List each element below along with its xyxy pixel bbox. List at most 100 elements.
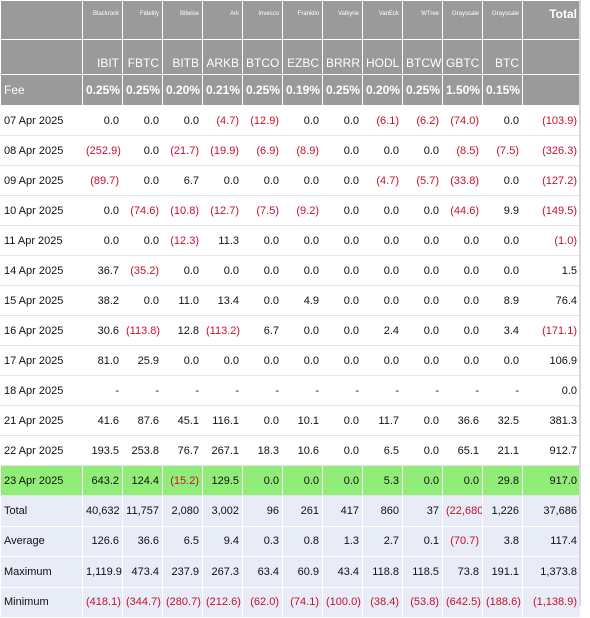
flow-cell: (21.7) — [162, 135, 203, 166]
date-cell: 09 Apr 2025 — [0, 165, 83, 196]
flow-cell: 3.8 — [482, 525, 523, 557]
table-row: 14 Apr 2025 36.7 (35.2) 0.0 0.0 0.0 0.0 0.0 0.0 0… — [0, 255, 581, 286]
issuer-header-cell: Bitwise — [162, 0, 203, 40]
flow-cell: (33.8) — [442, 165, 483, 196]
flow-cell: 9.4 — [202, 525, 243, 557]
flow-cell: 0.0 — [322, 105, 363, 136]
flow-cell: 253.8 — [122, 435, 163, 466]
summary-rows: Total 40,632 11,757 2,080 3,002 96 261 417 860 37… — [0, 495, 581, 618]
flow-cell: 2.7 — [362, 525, 403, 557]
issuer-header-cell: Ark — [202, 0, 243, 40]
fee-cell: 0.21% — [202, 74, 243, 106]
fee-label: Fee — [0, 74, 83, 106]
date-cell: 14 Apr 2025 — [0, 255, 83, 286]
flow-cell: 0.0 — [482, 345, 523, 376]
ticker-header-cell: BTCW — [402, 39, 443, 75]
flow-cell: (10.8) — [162, 195, 203, 226]
flow-cell: 4.9 — [282, 285, 323, 316]
flow-cell: 37 — [402, 495, 443, 527]
row-total-cell: (171.1) — [522, 315, 581, 346]
table-row: 17 Apr 2025 81.0 25.9 0.0 0.0 0.0 0.0 0.0 0.0 0.0… — [0, 345, 581, 376]
flow-cell: 11.7 — [362, 405, 403, 436]
flow-cell: 0.0 — [402, 465, 443, 496]
flow-cell: (4.7) — [362, 165, 403, 196]
ticker-header-cell: EZBC — [282, 39, 323, 75]
flow-cell: 0.0 — [122, 135, 163, 166]
date-cell: 08 Apr 2025 — [0, 135, 83, 166]
flow-cell: - — [322, 375, 363, 406]
table-row: 21 Apr 2025 41.6 87.6 45.1 116.1 0.0 10.1 0.0 11… — [0, 405, 581, 436]
fee-cell: 0.25% — [82, 74, 123, 106]
flow-cell: 0.0 — [242, 345, 283, 376]
vertical-scrollbar[interactable] — [579, 0, 581, 606]
flow-cell: 0.0 — [242, 255, 283, 286]
row-total-cell: 76.4 — [522, 285, 581, 316]
flow-cell: 6.5 — [362, 435, 403, 466]
flow-cell: 43.4 — [322, 556, 363, 588]
flow-cell: 0.0 — [162, 345, 203, 376]
flow-cell: (113.2) — [202, 315, 243, 346]
flow-cell: 0.0 — [242, 225, 283, 256]
ticker-header-row: IBIT FBTC BITB ARKB BTCO EZBC BRRR HODL … — [0, 39, 581, 75]
flow-cell: 13.4 — [202, 285, 243, 316]
flow-cell: 0.0 — [242, 465, 283, 496]
ticker-header-cell: IBIT — [82, 39, 123, 75]
table-row: 16 Apr 2025 30.6 (113.8) 12.8 (113.2) 6.7 0.0 0… — [0, 315, 581, 346]
flow-cell: 860 — [362, 495, 403, 527]
date-cell: 11 Apr 2025 — [0, 225, 83, 256]
issuer-header-blank — [0, 0, 83, 40]
flow-cell: 21.1 — [482, 435, 523, 466]
table-row: 08 Apr 2025 (252.9) 0.0 (21.7) (19.9) (6.9) (8… — [0, 135, 581, 166]
flow-cell: 0.0 — [202, 345, 243, 376]
flow-cell: - — [202, 375, 243, 406]
flow-cell: 36.6 — [122, 525, 163, 557]
row-total-cell: 1,373.8 — [522, 556, 581, 588]
ticker-header-cell: BTCO — [242, 39, 283, 75]
ticker-header-blank — [0, 39, 83, 75]
flow-cell: 0.0 — [122, 225, 163, 256]
flow-cell: 2.4 — [362, 315, 403, 346]
flow-cell: 25.9 — [122, 345, 163, 376]
flow-cell: 6.7 — [162, 165, 203, 196]
flow-cell: 1.3 — [322, 525, 363, 557]
flow-cell: 0.0 — [282, 255, 323, 286]
date-cell: 18 Apr 2025 — [0, 375, 83, 406]
flow-cell: 118.8 — [362, 556, 403, 588]
date-cell: 07 Apr 2025 — [0, 105, 83, 136]
table-row: 18 Apr 2025- - - - - - - - - - -0.0 — [0, 375, 581, 406]
issuer-header-cell: Valkyrie — [322, 0, 363, 40]
flow-cell: 0.3 — [242, 525, 283, 557]
flow-cell: 0.0 — [322, 405, 363, 436]
flow-cell: 237.9 — [162, 556, 203, 588]
stat-label: Minimum — [0, 586, 83, 618]
fee-cell: 0.25% — [242, 74, 283, 106]
flow-cell: 118.5 — [402, 556, 443, 588]
fee-cell: 0.15% — [482, 74, 523, 106]
date-cell: 23 Apr 2025 — [0, 465, 83, 496]
row-total-cell: (103.9) — [522, 105, 581, 136]
flow-cell: (642.5) — [442, 586, 483, 618]
flow-cell: 0.0 — [322, 165, 363, 196]
issuer-header-cell: Grayscale — [482, 0, 523, 40]
flow-cell: - — [442, 375, 483, 406]
flow-cell: 0.0 — [322, 315, 363, 346]
flow-cell: 18.3 — [242, 435, 283, 466]
flow-cell: 126.6 — [82, 525, 123, 557]
flow-cell: 0.0 — [282, 315, 323, 346]
flow-cell: 32.5 — [482, 405, 523, 436]
ticker-header-cell: GBTC — [442, 39, 483, 75]
flow-cell: 30.6 — [82, 315, 123, 346]
date-cell: 22 Apr 2025 — [0, 435, 83, 466]
flow-cell: 129.5 — [202, 465, 243, 496]
flow-cell: - — [362, 375, 403, 406]
flow-cell: (12.7) — [202, 195, 243, 226]
fee-cell: 0.25% — [322, 74, 363, 106]
flow-cell: 8.9 — [482, 285, 523, 316]
flow-cell: (74.6) — [122, 195, 163, 226]
flow-cell: 0.0 — [322, 135, 363, 166]
flow-cell: 0.0 — [322, 345, 363, 376]
flow-cell: (15.2) — [162, 465, 203, 496]
issuer-header-cell: Fidelity — [122, 0, 163, 40]
issuer-header-cell: Franklin — [282, 0, 323, 40]
